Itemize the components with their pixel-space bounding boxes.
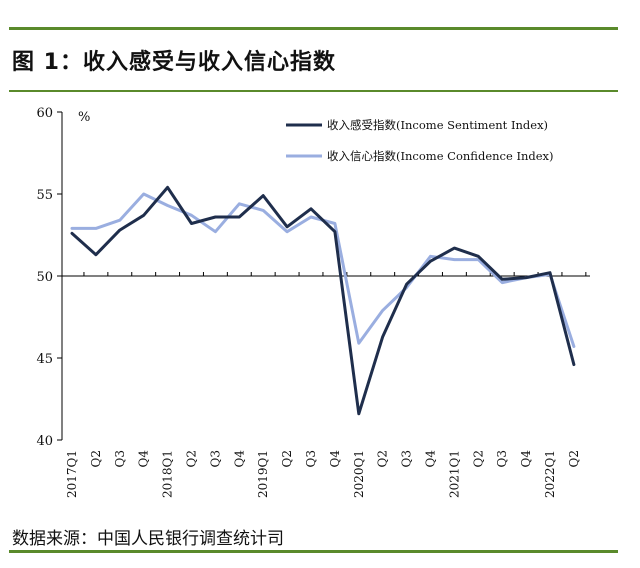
x-tick-label: Q2 bbox=[567, 450, 581, 467]
x-tick-label: Q2 bbox=[471, 450, 485, 467]
x-tick-label: 2019Q1 bbox=[256, 450, 270, 498]
line-chart: 40 45 50 55 60 % 2017Q1 Q2 Q3 Q4 2018Q1 Q2 Q3 Q4 2019Q… bbox=[36, 106, 590, 498]
y-tick-label: 60 bbox=[36, 106, 53, 121]
series-line-1 bbox=[70, 185, 576, 416]
source-note: 数据来源：中国人民银行调查统计司 bbox=[12, 529, 284, 549]
y-tick-label: 45 bbox=[36, 352, 53, 367]
y-axis-unit-label: % bbox=[78, 110, 90, 125]
x-tick-label: 2017Q1 bbox=[65, 450, 79, 498]
x-tick-label: Q4 bbox=[137, 450, 151, 468]
y-tick-label: 55 bbox=[36, 188, 53, 203]
x-tick-label: Q4 bbox=[424, 450, 438, 468]
x-tick-label: Q3 bbox=[208, 450, 222, 467]
x-tick-label: Q2 bbox=[376, 450, 390, 467]
x-tick-label: Q2 bbox=[280, 450, 294, 467]
x-tick-label: 2021Q1 bbox=[447, 450, 461, 498]
x-tick-label: Q2 bbox=[185, 450, 199, 467]
legend-label-2: 收入信心指数(Income Confidence Index) bbox=[327, 149, 554, 163]
axes: 40 45 50 55 60 % 2017Q1 Q2 Q3 Q4 2018Q1 Q2 Q3 Q4 2019Q… bbox=[36, 106, 590, 498]
x-tick-label: Q3 bbox=[304, 450, 318, 467]
top-rule bbox=[9, 27, 618, 30]
x-tick-label: Q2 bbox=[89, 450, 103, 467]
legend-label-1: 收入感受指数(Income Sentiment Index) bbox=[327, 118, 548, 132]
series-line-2 bbox=[70, 192, 576, 348]
x-tick-label: Q4 bbox=[519, 450, 533, 468]
x-tick-label: 2018Q1 bbox=[161, 450, 175, 498]
legend: 收入感受指数(Income Sentiment Index) 收入信心指数(Inc… bbox=[286, 118, 554, 163]
y-tick-label: 50 bbox=[36, 270, 53, 285]
title-rule bbox=[9, 90, 618, 92]
x-tick-label: Q3 bbox=[400, 450, 414, 467]
bottom-rule bbox=[9, 550, 618, 553]
x-tick-label: Q4 bbox=[328, 450, 342, 468]
x-tick-label: Q3 bbox=[113, 450, 127, 467]
x-tick-label: 2020Q1 bbox=[352, 450, 366, 498]
y-tick-label: 40 bbox=[36, 434, 53, 449]
series-layer bbox=[70, 185, 576, 416]
x-tick-label: Q4 bbox=[232, 450, 246, 468]
figure-title: 图 1：收入感受与收入信心指数 bbox=[12, 50, 336, 75]
x-tick-label: 2022Q1 bbox=[543, 450, 557, 498]
x-tick-label: Q3 bbox=[495, 450, 509, 467]
